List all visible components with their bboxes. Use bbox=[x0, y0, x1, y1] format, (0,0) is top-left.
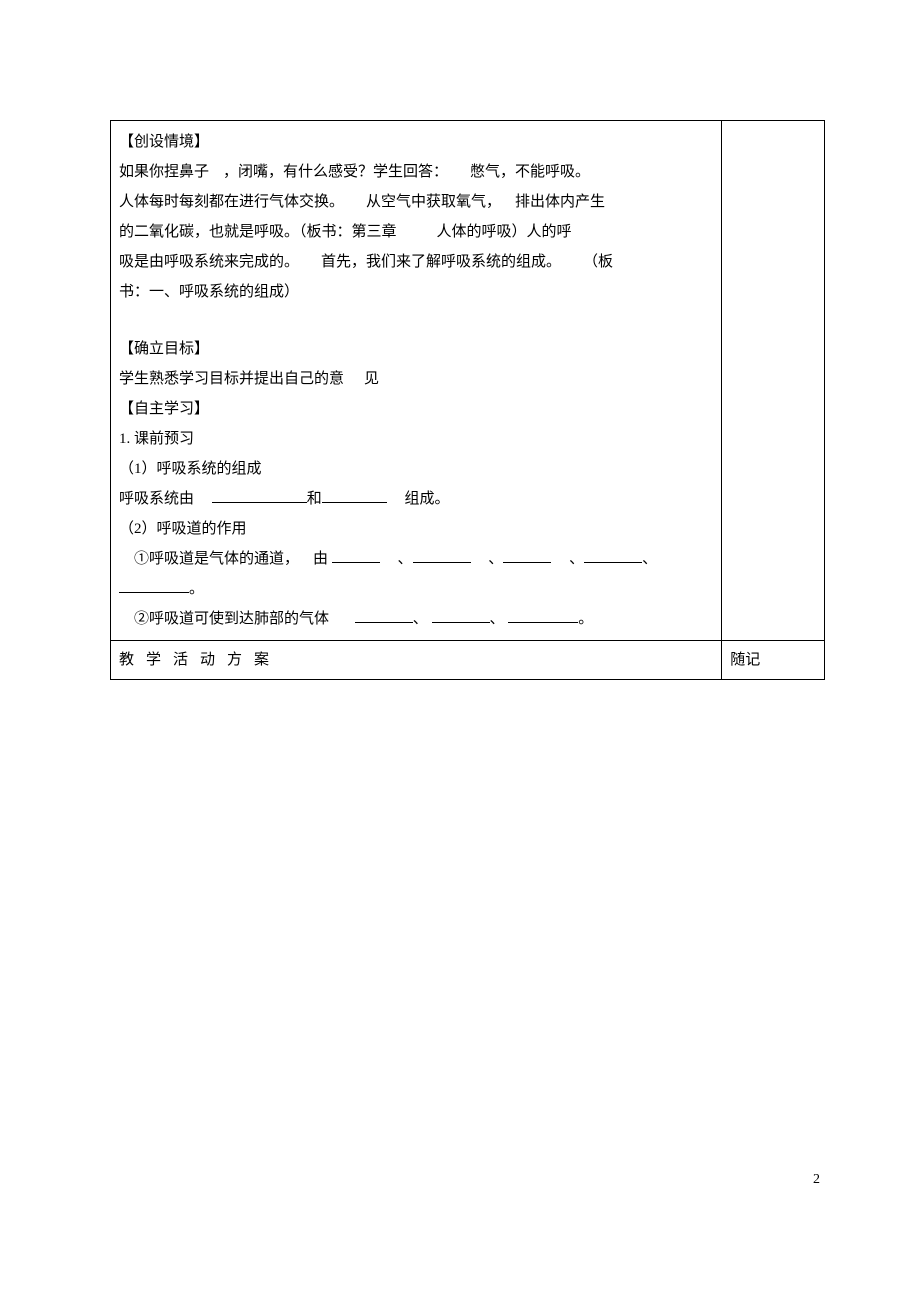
blank bbox=[432, 607, 490, 623]
fill-blank-line: ②呼吸道可使到达肺部的气体 、 、 。 bbox=[119, 604, 713, 634]
paragraph: 如果你捏鼻子 ，闭嘴，有什么感受？学生回答： 憋气，不能呼吸。 bbox=[119, 157, 713, 187]
text: 。 bbox=[189, 581, 204, 597]
text: 组成。 bbox=[405, 491, 450, 507]
text: 、 bbox=[569, 551, 584, 567]
text: 和 bbox=[307, 491, 322, 507]
text: ①呼吸道是气体的通道， bbox=[134, 551, 299, 567]
text: ②呼吸道可使到达肺部的气体 bbox=[134, 611, 329, 627]
fill-blank-line: 。 bbox=[119, 574, 713, 604]
blank bbox=[322, 487, 387, 503]
fill-blank-line: 呼吸系统由 和 组成。 bbox=[119, 484, 713, 514]
blank bbox=[212, 487, 307, 503]
text: 呼吸系统由 bbox=[119, 491, 194, 507]
text: 憋气，不能呼吸。 bbox=[470, 164, 590, 180]
footer-right-text: 随记 bbox=[730, 652, 760, 668]
text: 。 bbox=[578, 611, 593, 627]
text: 、 bbox=[490, 611, 505, 627]
text: 从空气中获取氧气， bbox=[366, 194, 501, 210]
text: 学生熟悉学习目标并提出自己的意 bbox=[119, 371, 344, 387]
page-container: 【创设情境】 如果你捏鼻子 ，闭嘴，有什么感受？学生回答： 憋气，不能呼吸。 人体每… bbox=[0, 0, 920, 680]
section-heading-context: 【创设情境】 bbox=[119, 127, 713, 157]
content-table: 【创设情境】 如果你捏鼻子 ，闭嘴，有什么感受？学生回答： 憋气，不能呼吸。 人体每… bbox=[110, 120, 825, 680]
text: 首先，我们来了解呼吸系统的组成。 bbox=[321, 254, 561, 270]
text: 排出体内产生 bbox=[515, 194, 605, 210]
text: ，闭嘴，有什么感受？学生回答： bbox=[223, 164, 448, 180]
blank bbox=[119, 577, 189, 593]
section-heading-goal: 【确立目标】 bbox=[119, 334, 713, 364]
text: 书：一、呼吸系统的组成） bbox=[119, 284, 299, 300]
blank bbox=[355, 607, 413, 623]
paragraph: 学生熟悉学习目标并提出自己的意 见 bbox=[119, 364, 713, 394]
paragraph: 的二氧化碳，也就是呼吸。（板书：第三章 人体的呼吸）人的呼 bbox=[119, 217, 713, 247]
list-subitem: （1）呼吸系统的组成 bbox=[119, 454, 713, 484]
section-heading-selfstudy: 【自主学习】 bbox=[119, 394, 713, 424]
content-row: 【创设情境】 如果你捏鼻子 ，闭嘴，有什么感受？学生回答： 憋气，不能呼吸。 人体每… bbox=[111, 121, 825, 641]
main-cell: 【创设情境】 如果你捏鼻子 ，闭嘴，有什么感受？学生回答： 憋气，不能呼吸。 人体每… bbox=[111, 121, 722, 641]
text: 吸是由呼吸系统来完成的。 bbox=[119, 254, 299, 270]
text: 人体每时每刻都在进行气体交换。 bbox=[119, 194, 344, 210]
dot-icon bbox=[359, 378, 363, 382]
fill-blank-line: ①呼吸道是气体的通道， 由 、 、 、 、 bbox=[119, 544, 713, 574]
text: 、 bbox=[398, 551, 413, 567]
text: 、 bbox=[488, 551, 503, 567]
list-item: 1. 课前预习 bbox=[119, 424, 713, 454]
blank bbox=[413, 547, 471, 563]
footer-left-text: 教学活动方案 bbox=[119, 652, 281, 668]
text: 、 bbox=[413, 611, 428, 627]
paragraph: 人体每时每刻都在进行气体交换。 从空气中获取氧气， 排出体内产生 bbox=[119, 187, 713, 217]
text: 人体的呼吸）人的呼 bbox=[437, 224, 572, 240]
blank bbox=[508, 607, 578, 623]
paragraph: 吸是由呼吸系统来完成的。 首先，我们来了解呼吸系统的组成。 （板 bbox=[119, 247, 713, 277]
blank bbox=[584, 547, 642, 563]
footer-row: 教学活动方案 随记 bbox=[111, 641, 825, 680]
footer-left-cell: 教学活动方案 bbox=[111, 641, 722, 680]
blank bbox=[503, 547, 551, 563]
list-subitem: （2）呼吸道的作用 bbox=[119, 514, 713, 544]
text: 见 bbox=[364, 371, 379, 387]
spacer bbox=[119, 307, 713, 334]
paragraph: 书：一、呼吸系统的组成） bbox=[119, 277, 713, 307]
text: 由 bbox=[313, 551, 328, 567]
blank bbox=[332, 547, 380, 563]
text: 的二氧化碳，也就是呼吸。（板书：第三章 bbox=[119, 224, 397, 240]
text: （板 bbox=[583, 254, 613, 270]
footer-right-cell: 随记 bbox=[722, 641, 825, 680]
page-number: 2 bbox=[813, 1172, 820, 1188]
text: 如果你捏鼻子 bbox=[119, 164, 209, 180]
side-cell bbox=[722, 121, 825, 641]
text: 、 bbox=[642, 551, 657, 567]
